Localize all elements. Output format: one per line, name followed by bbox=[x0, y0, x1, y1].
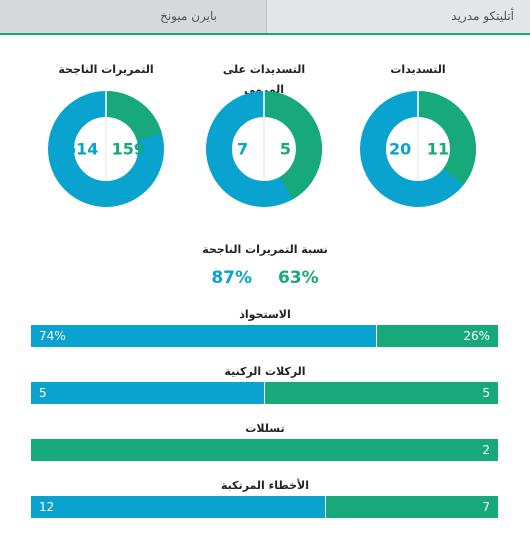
donut-title: التسديدات bbox=[390, 63, 446, 76]
away-value: 614 bbox=[65, 139, 99, 159]
away-segment bbox=[31, 325, 377, 347]
stat-bar-possession: 74% 26% bbox=[31, 325, 498, 347]
away-value: 20 bbox=[389, 139, 412, 159]
home-value: 11 bbox=[426, 139, 449, 159]
donut-passes: التمريرات الناجحة 614 159 bbox=[46, 60, 166, 208]
home-team-name: أتليتكو مدريد bbox=[451, 9, 514, 23]
away-label: 5 bbox=[39, 386, 47, 400]
donut-ring bbox=[206, 91, 322, 207]
pass-accuracy-title: نسبة التمريرات الناجحة bbox=[202, 243, 328, 256]
away-segment bbox=[31, 382, 265, 404]
away-team-name: بايرن ميونخ bbox=[160, 9, 217, 23]
donut-shots: التسديدات 20 11 bbox=[358, 60, 478, 208]
stat-title: الأخطاء المرتكبة bbox=[221, 479, 309, 492]
pass-accuracy-values: 87% 63% bbox=[0, 268, 530, 288]
donut-chart: 614 159 bbox=[47, 90, 165, 208]
away-pass-accuracy: 87% bbox=[211, 268, 253, 288]
home-value: 5 bbox=[279, 139, 291, 159]
donut-chart: 7 5 bbox=[205, 90, 323, 208]
stat-bar-corners: 5 5 bbox=[31, 382, 498, 404]
away-value: 7 bbox=[237, 139, 249, 159]
donut-chart: 20 11 bbox=[359, 90, 477, 208]
donut-ring bbox=[360, 91, 476, 207]
stat-title: الركلات الركنية bbox=[224, 365, 306, 378]
donut-shots-on-target: التسديدات على المرمى 7 5 bbox=[204, 60, 324, 208]
donut-title: التسديدات على المرمى bbox=[222, 63, 306, 96]
home-label: 2 bbox=[482, 443, 490, 457]
donut-ring bbox=[48, 91, 164, 207]
home-label: 26% bbox=[463, 329, 490, 343]
away-label: 12 bbox=[39, 500, 55, 514]
home-pass-accuracy: 63% bbox=[277, 268, 319, 288]
away-segment bbox=[31, 496, 326, 518]
home-label: 7 bbox=[482, 500, 490, 514]
match-header: بايرن ميونخ أتليتكو مدريد bbox=[0, 0, 530, 35]
stat-title: الاستحواذ bbox=[239, 308, 291, 321]
stat-bar-offsides: 2 bbox=[31, 439, 498, 461]
home-team-tab[interactable]: أتليتكو مدريد bbox=[266, 0, 530, 33]
away-team-tab[interactable]: بايرن ميونخ bbox=[0, 0, 265, 33]
donut-title: التمريرات الناجحة bbox=[58, 63, 154, 76]
away-label: 74% bbox=[39, 329, 66, 343]
home-label: 5 bbox=[482, 386, 490, 400]
home-value: 159 bbox=[111, 139, 145, 159]
stat-bar-fouls: 12 7 bbox=[31, 496, 498, 518]
stat-title: تسللات bbox=[245, 422, 285, 435]
